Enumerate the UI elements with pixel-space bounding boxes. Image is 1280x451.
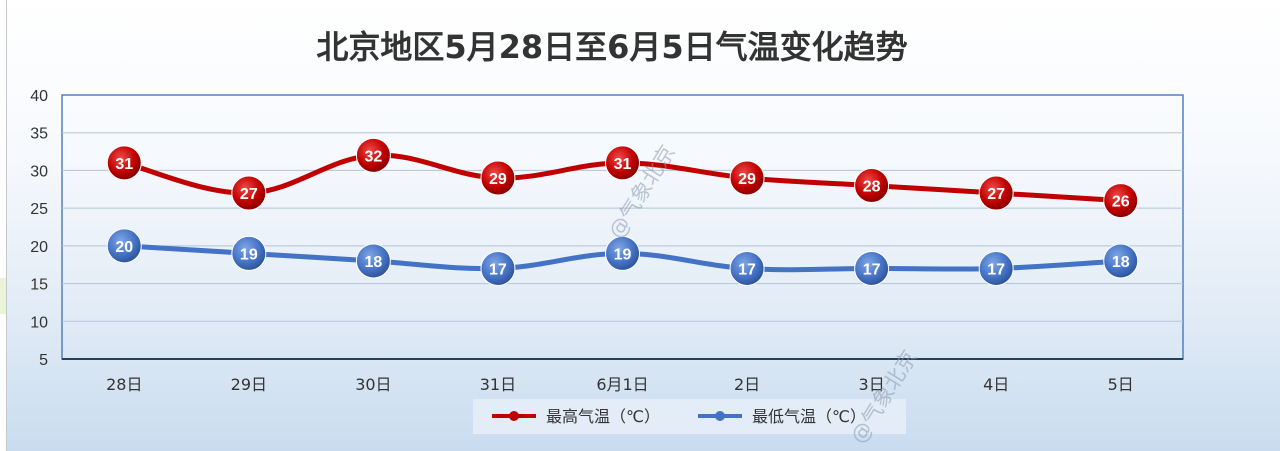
data-label-min: 17 — [987, 261, 1005, 278]
data-point-min[interactable] — [854, 250, 890, 286]
data-point-min[interactable] — [729, 250, 765, 286]
y-tick-label: 30 — [30, 163, 48, 180]
y-tick-label: 20 — [30, 239, 48, 256]
x-tick-label: 6月1日 — [596, 375, 648, 394]
legend-box — [473, 399, 906, 434]
legend-item-min[interactable]: 最低气温（℃） — [698, 407, 866, 426]
data-point-min[interactable] — [106, 228, 142, 264]
data-label-max: 29 — [489, 171, 507, 188]
data-label-max: 28 — [863, 179, 881, 196]
data-point-max[interactable] — [854, 168, 890, 204]
data-point-max[interactable] — [605, 145, 640, 181]
y-tick-label: 35 — [30, 126, 48, 143]
data-label-max: 31 — [115, 156, 133, 173]
data-label-min: 18 — [364, 254, 382, 271]
data-label-max: 32 — [364, 148, 382, 165]
x-tick-label: 5日 — [1108, 375, 1134, 394]
data-point-min[interactable] — [1103, 243, 1139, 279]
legend-label-min: 最低气温（℃） — [752, 407, 866, 426]
data-point-max[interactable] — [480, 160, 516, 196]
chart-title: 北京地区5月28日至6月5日气温变化趋势 — [316, 28, 907, 66]
data-points: 31 27 32 29 31 29 28 27 26 20 19 18 17 19 17 17 17 18 — [106, 137, 1139, 286]
x-tick-label: 29日 — [231, 375, 267, 394]
data-label-min: 17 — [863, 261, 881, 278]
data-label-max: 27 — [240, 186, 258, 203]
x-tick-label: 4日 — [983, 375, 1009, 394]
data-label-max: 27 — [987, 186, 1005, 203]
data-point-max[interactable] — [231, 175, 267, 211]
legend[interactable]: 最高气温（℃） 最低气温（℃） — [473, 399, 906, 434]
data-label-min: 19 — [614, 246, 632, 263]
y-axis: 40 35 30 25 20 15 10 5 — [30, 88, 48, 369]
legend-marker-min — [715, 411, 725, 421]
data-label-min: 20 — [115, 239, 133, 256]
data-point-min[interactable] — [480, 250, 516, 286]
y-tick-label: 40 — [30, 88, 48, 105]
data-point-max[interactable] — [729, 160, 765, 196]
data-point-min[interactable] — [978, 250, 1014, 286]
data-label-max: 26 — [1112, 194, 1130, 211]
x-tick-label: 30日 — [355, 375, 391, 394]
data-point-min[interactable] — [355, 243, 391, 279]
data-label-max: 31 — [614, 156, 632, 173]
legend-label-max: 最高气温（℃） — [546, 407, 660, 426]
x-tick-label: 28日 — [106, 375, 142, 394]
x-tick-label: 3日 — [859, 375, 885, 394]
data-point-max[interactable] — [978, 175, 1014, 211]
x-tick-label: 2日 — [734, 375, 760, 394]
y-tick-label: 10 — [30, 314, 48, 331]
legend-item-max[interactable]: 最高气温（℃） — [492, 407, 660, 426]
data-label-min: 17 — [489, 261, 507, 278]
data-label-min: 19 — [240, 246, 258, 263]
window-edge — [0, 0, 7, 451]
data-point-min[interactable] — [605, 235, 640, 271]
data-point-min[interactable] — [231, 235, 267, 271]
data-point-max[interactable] — [355, 137, 391, 173]
y-tick-label: 25 — [30, 201, 48, 218]
data-point-max[interactable] — [106, 145, 142, 181]
sheet-tab-edge — [0, 278, 6, 314]
x-axis: 28日 29日 30日 31日 6月1日 2日 3日 4日 5日 — [106, 375, 1134, 394]
y-tick-label: 5 — [39, 352, 48, 369]
data-label-max: 29 — [738, 171, 756, 188]
legend-marker-max — [509, 411, 519, 421]
x-tick-label: 31日 — [480, 375, 516, 394]
data-label-min: 18 — [1112, 254, 1130, 271]
data-label-min: 17 — [738, 261, 756, 278]
data-point-max[interactable] — [1103, 183, 1139, 219]
y-tick-label: 15 — [30, 277, 48, 294]
